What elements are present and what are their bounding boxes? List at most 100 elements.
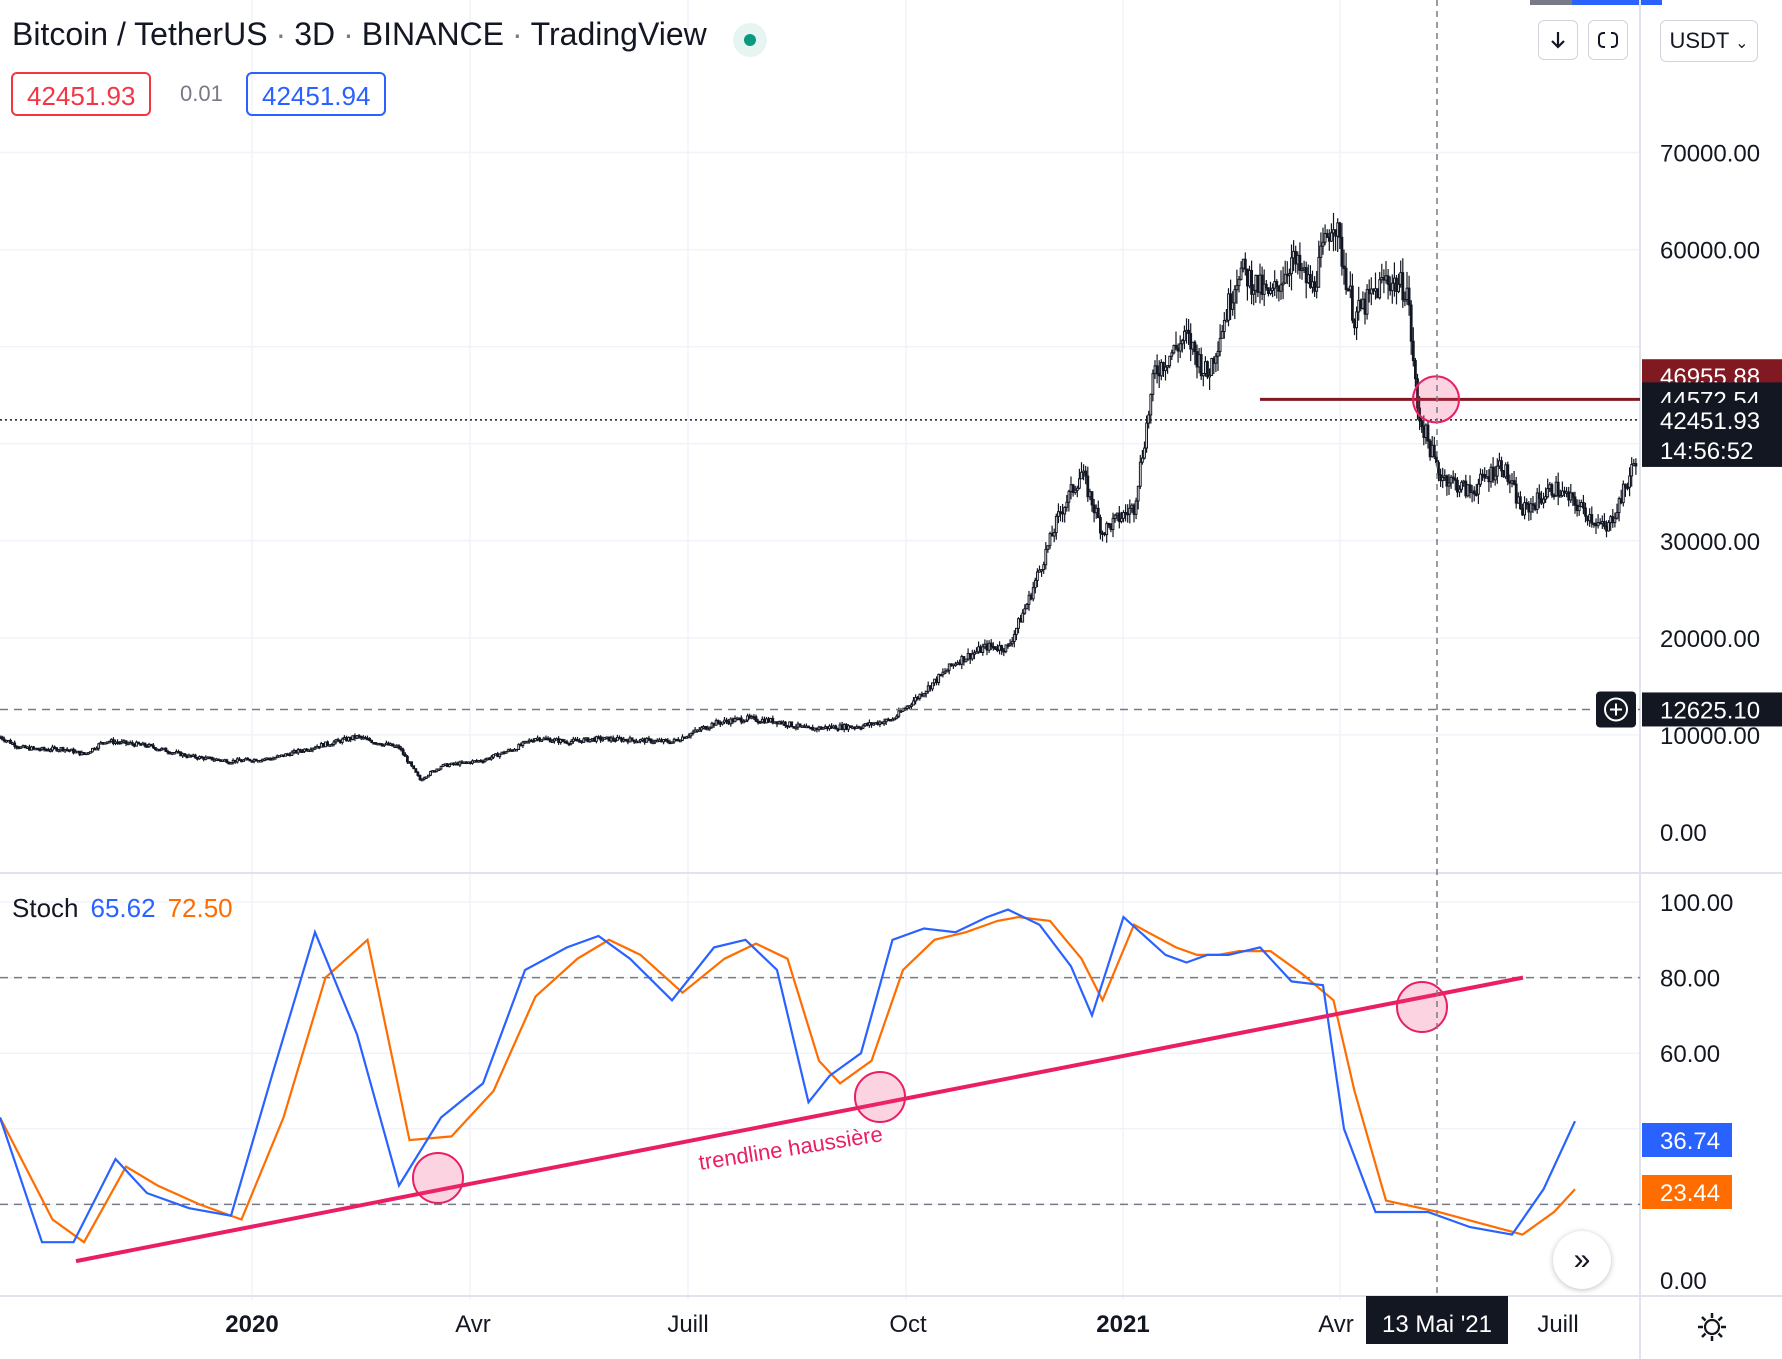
candle-body [807,725,810,729]
candle-body [1143,447,1146,459]
candle-body [595,736,598,742]
candle-body [1565,491,1568,494]
candle-body [1002,650,1006,653]
candle-body [217,758,220,762]
candle-body [309,749,313,752]
trendline-haussiere[interactable] [75,975,1524,1264]
candle-body [1168,355,1172,367]
candle-body [968,652,972,660]
candle-body [1288,273,1291,276]
candle-body [1006,644,1010,647]
candle-body [1411,340,1415,362]
candle-body [1590,514,1594,524]
candle-body [790,721,794,728]
interval-label[interactable]: 3D [294,16,336,52]
candle-body [63,748,67,752]
candle-body [655,739,659,743]
candle-body [496,753,500,758]
candle-body [557,738,561,744]
candle-body [187,754,191,758]
candle-body [328,744,332,747]
candle-body [410,761,414,767]
candle-body [78,750,82,756]
candle-body [72,748,75,754]
candle-body [147,743,151,748]
candle-body [357,735,361,738]
candle-body [1447,482,1451,487]
candle-body [282,754,285,757]
candle-body [1115,512,1119,516]
candle-body [1416,378,1419,409]
stoch-d-line[interactable] [0,915,1576,1244]
candle-body [895,715,899,719]
candle-body [1243,258,1247,270]
candle-body [1621,483,1625,504]
candle-body [1439,474,1442,482]
candle-body [781,721,785,725]
candle-body [1258,274,1262,293]
candle-body [1355,311,1358,329]
candle-body [460,761,464,764]
candle-body [907,705,911,708]
candle-body [315,746,319,749]
candle-body [80,751,84,756]
candle-body [359,735,363,739]
settings-button[interactable] [1692,1307,1732,1347]
candle-body [1432,444,1436,457]
stoch-k-value: 65.62 [90,893,156,923]
candle-body [1619,498,1623,504]
candle-body [1105,523,1109,536]
candle-body [445,763,449,768]
candle-body [261,758,264,762]
stoch-k-line[interactable] [0,908,1576,1244]
symbol-header[interactable]: Bitcoin / TetherUS · 3D · BINANCE · TradingVie… [12,16,707,52]
candle-body [952,663,955,667]
candle-body [443,763,447,766]
candle-body [1075,487,1079,491]
highlight-circle-price [1412,375,1460,424]
candle-body [164,747,168,753]
candle-body [1128,507,1132,515]
candle-body [826,726,829,730]
candle-body [1101,532,1104,535]
candle-body [1214,355,1218,364]
stoch-legend[interactable]: Stoch 65.62 72.50 [12,893,233,924]
candle-body [792,726,796,729]
candle-body [527,739,531,743]
candle-body [618,736,621,740]
price-label-bg [1642,432,1782,467]
candle-body [813,727,817,731]
candle-body [181,753,185,757]
download-button[interactable] [1538,20,1578,60]
candle-body [1405,287,1409,301]
candle-body [1357,299,1361,313]
candle-body [1227,293,1230,321]
candle-body [626,739,630,743]
candle-body [1401,272,1405,301]
candle-body [1233,289,1237,304]
candle-body [1126,512,1130,516]
candle-body [1292,250,1295,259]
candle-body [1317,256,1321,288]
candle-body [1605,525,1608,532]
candle-body [1525,502,1529,505]
candle-body [819,726,823,730]
candle-body [943,671,947,674]
candle-body [107,741,111,744]
scroll-to-realtime-button[interactable]: » [1553,1231,1611,1289]
ask-price-box[interactable]: 42451.94 [246,72,387,116]
bid-price-box[interactable]: 42451.93 [11,72,152,116]
currency-select[interactable]: USDT ⌄ [1660,20,1758,62]
candle-body [914,696,918,702]
candle-body [1109,523,1113,531]
fullscreen-button[interactable] [1588,20,1628,60]
candle-body [670,741,674,744]
candle-body [1120,517,1123,523]
candle-body [28,746,31,751]
download-arrow-icon [1551,32,1565,49]
candle-body [15,745,19,749]
candle-body [502,751,506,755]
candle-body [725,719,729,723]
candle-body [1172,344,1176,354]
